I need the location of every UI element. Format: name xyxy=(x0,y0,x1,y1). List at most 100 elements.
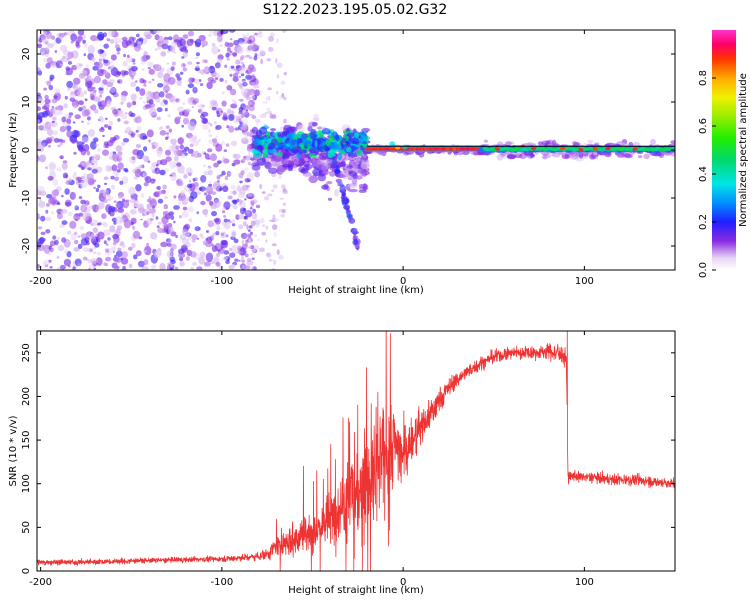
spectrogram-blob xyxy=(80,233,88,239)
spectrogram-blob xyxy=(177,137,184,145)
spectrogram-blob xyxy=(108,120,114,127)
spectrogram-blob xyxy=(93,75,101,84)
spectrogram-blob xyxy=(213,121,217,125)
spectrogram-blob xyxy=(203,261,211,267)
spectrogram-blob xyxy=(103,124,109,128)
spectrogram-blob xyxy=(111,184,115,190)
spectrogram-blob xyxy=(259,89,263,96)
spectrogram-blob xyxy=(672,141,675,147)
spectrogram-blob xyxy=(253,55,258,61)
colorbar-tick-label: 0.6 xyxy=(698,118,709,134)
snr-y-ticks: 0 50 100 150 200 250 xyxy=(21,343,675,574)
spectrogram-blob xyxy=(44,98,51,105)
spectrogram-blob xyxy=(157,46,162,50)
spectrogram-blob xyxy=(120,95,127,102)
spectrogram-x-tick-label: -100 xyxy=(211,276,234,287)
spectrogram-blob xyxy=(202,124,209,130)
spectrogram-blob xyxy=(244,242,249,247)
spectrogram-blob xyxy=(266,58,272,62)
spectrogram-blob xyxy=(145,54,151,60)
spectrogram-blob xyxy=(418,151,425,158)
spectrogram-blob xyxy=(74,172,77,175)
spectrogram-blob xyxy=(148,139,151,143)
spectrogram-blob xyxy=(192,86,198,94)
spectrogram-blob xyxy=(148,196,151,200)
spectrogram-y-ticks: 20 10 0 -10 -20 xyxy=(21,48,675,254)
spectrogram-blob xyxy=(312,168,322,177)
spectrogram-blob xyxy=(207,169,213,176)
spectrogram-blob xyxy=(95,257,103,266)
spectrogram-blob xyxy=(281,184,286,190)
spectrogram-blob xyxy=(46,203,50,207)
spectrogram-blob xyxy=(88,267,91,270)
spectrogram-blob xyxy=(244,253,249,258)
spectrogram-blob xyxy=(258,247,265,253)
spectrogram-blob xyxy=(69,134,77,143)
snr-x-tick-label: -100 xyxy=(211,577,234,588)
spectrogram-blob xyxy=(170,243,177,250)
spectrogram-blob xyxy=(165,125,170,129)
spectrogram-blob xyxy=(194,226,201,232)
spectrogram-blob xyxy=(341,192,346,197)
spectrogram-blob xyxy=(81,166,85,170)
spectrogram-blob xyxy=(211,210,217,217)
spectrogram-blob xyxy=(165,156,172,162)
spectrogram-blob xyxy=(187,206,195,213)
spectrogram-blob xyxy=(107,198,111,202)
spectrogram-blob xyxy=(61,139,66,143)
spectrogram-blob xyxy=(327,197,333,201)
spectrogram-blob xyxy=(43,58,49,63)
spectrogram-blob xyxy=(124,112,128,115)
spectrogram-blob xyxy=(238,199,242,205)
spectrogram-blob xyxy=(132,149,140,156)
spectrogram-blob xyxy=(197,103,205,109)
spectrogram-blob xyxy=(268,46,274,52)
spectrogram-blob xyxy=(282,30,287,33)
spectrogram-blob xyxy=(265,111,269,115)
spectrogram-blob xyxy=(102,189,110,198)
spectrogram-blob xyxy=(237,46,244,55)
spectrogram-blob xyxy=(52,106,61,117)
spectrogram-blob xyxy=(302,139,312,146)
spectrogram-blob xyxy=(39,236,45,244)
spectrogram-blob xyxy=(228,114,235,121)
spectrogram-blob xyxy=(225,206,229,209)
spectrogram-blob xyxy=(279,126,284,131)
spectrogram-blob xyxy=(172,61,176,66)
spectrogram-blob xyxy=(251,164,261,171)
spectrogram-blob xyxy=(100,49,105,53)
spectrogram-blob xyxy=(181,124,184,128)
spectrogram-blob xyxy=(73,77,81,85)
spectrogram-blob xyxy=(90,174,95,178)
spectrogram-blob xyxy=(193,182,199,187)
spectrogram-blob xyxy=(92,227,98,234)
spectrogram-blob xyxy=(231,231,236,237)
spectrogram-blob xyxy=(377,150,386,156)
spectrogram-blob xyxy=(207,122,211,125)
spectrogram-blob xyxy=(39,198,42,202)
spectrogram-blob xyxy=(250,36,254,41)
colorbar: 0.0 0.2 0.4 0.6 0.8 Normalized spectral ampl… xyxy=(698,30,749,278)
spectrogram-blob xyxy=(111,136,117,142)
spectrogram-blob xyxy=(52,178,59,187)
spectrogram-blob xyxy=(159,126,164,130)
spectrogram-blob xyxy=(352,239,359,246)
spectrogram-blob xyxy=(37,125,43,130)
spectrogram-blob xyxy=(254,44,260,48)
spectrogram-blob xyxy=(97,184,101,188)
spectrogram-blob xyxy=(107,99,112,105)
spectrogram-blob xyxy=(221,91,225,95)
spectrogram-blob xyxy=(632,147,638,151)
spectrogram-blob xyxy=(63,32,68,36)
spectrogram-blob xyxy=(246,257,252,263)
snr-x-axis-label: Height of straight line (km) xyxy=(288,585,424,596)
spectrogram-blob xyxy=(130,76,134,80)
spectrogram-blob xyxy=(186,38,194,47)
spectrogram-blob xyxy=(121,36,128,41)
spectrogram-blob xyxy=(242,207,247,212)
spectrogram-blob xyxy=(224,79,228,84)
spectrogram-blob xyxy=(48,144,51,148)
spectrogram-blob xyxy=(150,265,155,270)
spectrogram-blob xyxy=(77,164,82,168)
spectrogram-blob xyxy=(282,189,289,195)
